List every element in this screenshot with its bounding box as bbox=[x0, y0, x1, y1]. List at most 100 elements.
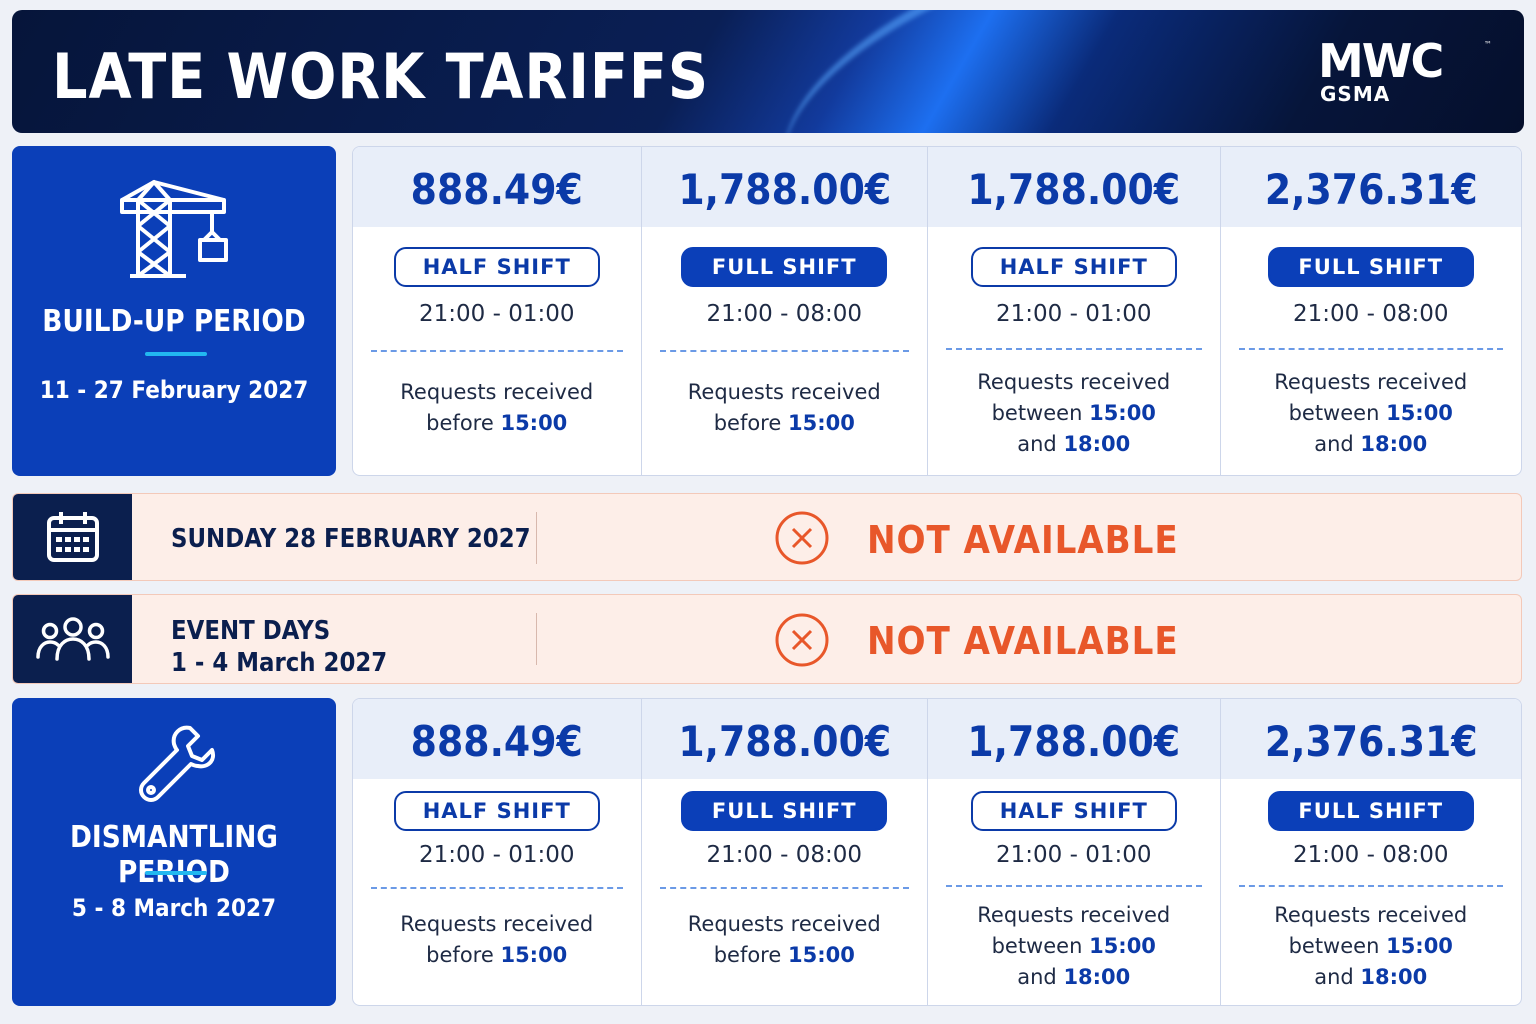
request-time: 15:00 bbox=[787, 411, 855, 435]
price-band bbox=[928, 699, 1220, 779]
request-word: and bbox=[1017, 965, 1057, 989]
tariff-column: 1,788.00€ HALF SHIFT 21:00 - 01:00 Reque… bbox=[928, 699, 1221, 1005]
tariff-column: 1,788.00€ FULL SHIFT 21:00 - 08:00 Reque… bbox=[641, 147, 929, 475]
cancel-icon bbox=[775, 511, 829, 569]
request-condition: Requests received before 15:00 bbox=[642, 377, 928, 439]
request-time: 18:00 bbox=[1360, 965, 1428, 989]
request-time: 15:00 bbox=[500, 411, 568, 435]
half-shift-badge: HALF SHIFT bbox=[970, 247, 1177, 287]
shift-time: 21:00 - 01:00 bbox=[419, 842, 575, 868]
request-text: Requests received bbox=[977, 370, 1171, 394]
shift-time: 21:00 - 08:00 bbox=[706, 842, 863, 868]
request-time: 15:00 bbox=[1089, 401, 1156, 425]
request-time-line: and 18:00 bbox=[1221, 429, 1521, 460]
request-condition: Requests received between 15:00 and 18:0… bbox=[1221, 900, 1521, 993]
not-available-text: NOT AVAILABLE bbox=[867, 518, 1179, 562]
tariff-column: 888.49€ HALF SHIFT 21:00 - 01:00 Request… bbox=[353, 147, 642, 475]
request-word: and bbox=[1017, 432, 1057, 456]
half-shift-badge: HALF SHIFT bbox=[393, 247, 600, 287]
crane-icon bbox=[12, 174, 336, 284]
request-time-line: before 15:00 bbox=[353, 940, 641, 971]
request-time: 18:00 bbox=[1063, 432, 1131, 456]
build-up-label: BUILD-UP PERIOD bbox=[42, 304, 306, 339]
logo-gsma: GSMA bbox=[1320, 82, 1391, 106]
price-band bbox=[353, 147, 641, 227]
shift-time: 21:00 - 08:00 bbox=[1293, 301, 1449, 327]
request-time-line: before 15:00 bbox=[642, 940, 928, 971]
tariff-column: 888.49€ HALF SHIFT 21:00 - 01:00 Request… bbox=[353, 699, 642, 1005]
request-time-line: and 18:00 bbox=[1221, 962, 1521, 993]
shift-time: 21:00 - 08:00 bbox=[706, 301, 863, 327]
event-days-dates: 1 - 4 March 2027 bbox=[171, 648, 388, 678]
request-word: before bbox=[713, 943, 782, 967]
dismantling-label: DISMANTLING PERIOD bbox=[70, 820, 278, 890]
price-band bbox=[1220, 699, 1521, 779]
full-shift-badge: FULL SHIFT bbox=[681, 247, 888, 287]
tariff-price: 1,788.00€ bbox=[677, 165, 891, 214]
sunday-unavailable-row: SUNDAY 28 FEBRUARY 2027 NOT AVAILABLE bbox=[12, 493, 1522, 581]
wrench-icon bbox=[12, 722, 336, 806]
page-title: LATE WORK TARIFFS bbox=[52, 40, 709, 113]
build-up-period-panel: BUILD-UP PERIOD 11 - 27 February 2027 bbox=[12, 146, 336, 476]
request-time: 15:00 bbox=[1386, 934, 1453, 958]
half-shift-badge: HALF SHIFT bbox=[970, 791, 1177, 831]
tariff-price: 888.49€ bbox=[410, 165, 583, 214]
dashed-divider bbox=[1238, 348, 1503, 350]
price-band bbox=[1220, 147, 1521, 227]
tariff-price: 888.49€ bbox=[410, 717, 583, 766]
tariff-column: 2,376.31€ FULL SHIFT 21:00 - 08:00 Reque… bbox=[1220, 147, 1521, 475]
price-band bbox=[353, 699, 641, 779]
request-condition: Requests received before 15:00 bbox=[353, 377, 641, 439]
request-text: Requests received bbox=[977, 903, 1171, 927]
price-band bbox=[928, 147, 1220, 227]
shift-time: 21:00 - 01:00 bbox=[996, 842, 1152, 868]
request-condition: Requests received between 15:00 and 18:0… bbox=[928, 367, 1220, 460]
shift-time: 21:00 - 01:00 bbox=[419, 301, 575, 327]
tariff-column: 1,788.00€ FULL SHIFT 21:00 - 08:00 Reque… bbox=[641, 699, 929, 1005]
dismantling-accent-line bbox=[145, 871, 207, 875]
tariff-price: 1,788.00€ bbox=[677, 717, 891, 766]
tariff-price: 1,788.00€ bbox=[967, 717, 1181, 766]
shift-time: 21:00 - 01:00 bbox=[996, 301, 1152, 327]
request-text: Requests received bbox=[400, 380, 594, 404]
request-text: Requests received bbox=[1274, 903, 1468, 927]
request-time-line: and 18:00 bbox=[928, 962, 1220, 993]
request-time: 18:00 bbox=[1063, 965, 1131, 989]
request-time-line: between 15:00 bbox=[928, 931, 1220, 962]
request-time: 18:00 bbox=[1360, 432, 1428, 456]
request-word: between bbox=[991, 401, 1083, 425]
tariff-column: 1,788.00€ HALF SHIFT 21:00 - 01:00 Reque… bbox=[928, 147, 1221, 475]
dismantling-dates: 5 - 8 March 2027 bbox=[71, 894, 277, 922]
request-condition: Requests received between 15:00 and 18:0… bbox=[1221, 367, 1521, 460]
cancel-icon bbox=[775, 613, 829, 671]
half-shift-badge: HALF SHIFT bbox=[393, 791, 600, 831]
shift-time: 21:00 - 08:00 bbox=[1293, 842, 1449, 868]
request-word: between bbox=[1288, 401, 1380, 425]
request-time-line: between 15:00 bbox=[1221, 398, 1521, 429]
request-time: 15:00 bbox=[1089, 934, 1156, 958]
event-days-label: EVENT DAYS 1 - 4 March 2027 bbox=[171, 615, 387, 679]
full-shift-badge: FULL SHIFT bbox=[1267, 791, 1474, 831]
dashed-divider bbox=[371, 350, 623, 352]
row-separator bbox=[536, 512, 537, 564]
mwc-gsma-logo: MWC GSMA ™ bbox=[1318, 38, 1492, 108]
build-up-accent-line bbox=[145, 352, 207, 356]
request-time-line: before 15:00 bbox=[642, 408, 928, 439]
tariff-price: 2,376.31€ bbox=[1264, 165, 1478, 214]
full-shift-badge: FULL SHIFT bbox=[681, 791, 888, 831]
sunday-label: SUNDAY 28 FEBRUARY 2027 bbox=[171, 524, 531, 554]
request-word: and bbox=[1314, 432, 1354, 456]
dashed-divider bbox=[659, 350, 910, 352]
people-icon-box bbox=[13, 595, 132, 683]
request-word: before bbox=[713, 411, 782, 435]
request-text: Requests received bbox=[687, 912, 881, 936]
build-up-dates: 11 - 27 February 2027 bbox=[39, 376, 309, 404]
dismantling-period-panel: DISMANTLING PERIOD 5 - 8 March 2027 bbox=[12, 698, 336, 1006]
tariff-column: 2,376.31€ FULL SHIFT 21:00 - 08:00 Reque… bbox=[1220, 699, 1521, 1005]
request-text: Requests received bbox=[400, 912, 594, 936]
request-time-line: between 15:00 bbox=[1221, 931, 1521, 962]
request-word: before bbox=[426, 943, 494, 967]
logo-trademark: ™ bbox=[1484, 40, 1492, 49]
dashed-divider bbox=[1238, 885, 1503, 887]
row-separator bbox=[536, 613, 537, 665]
